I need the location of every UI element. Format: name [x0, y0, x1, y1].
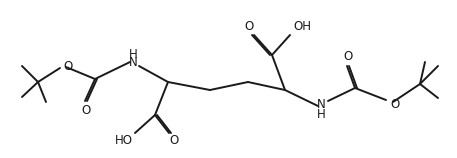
Text: O: O: [244, 19, 254, 33]
Text: H: H: [128, 48, 138, 61]
Text: O: O: [170, 134, 179, 146]
Text: HO: HO: [115, 134, 133, 146]
Text: H: H: [317, 107, 325, 121]
Text: O: O: [81, 103, 90, 116]
Text: N: N: [128, 57, 138, 70]
Text: O: O: [390, 98, 399, 112]
Text: N: N: [317, 98, 325, 112]
Text: OH: OH: [293, 19, 311, 33]
Text: O: O: [343, 51, 353, 64]
Text: O: O: [63, 60, 72, 73]
